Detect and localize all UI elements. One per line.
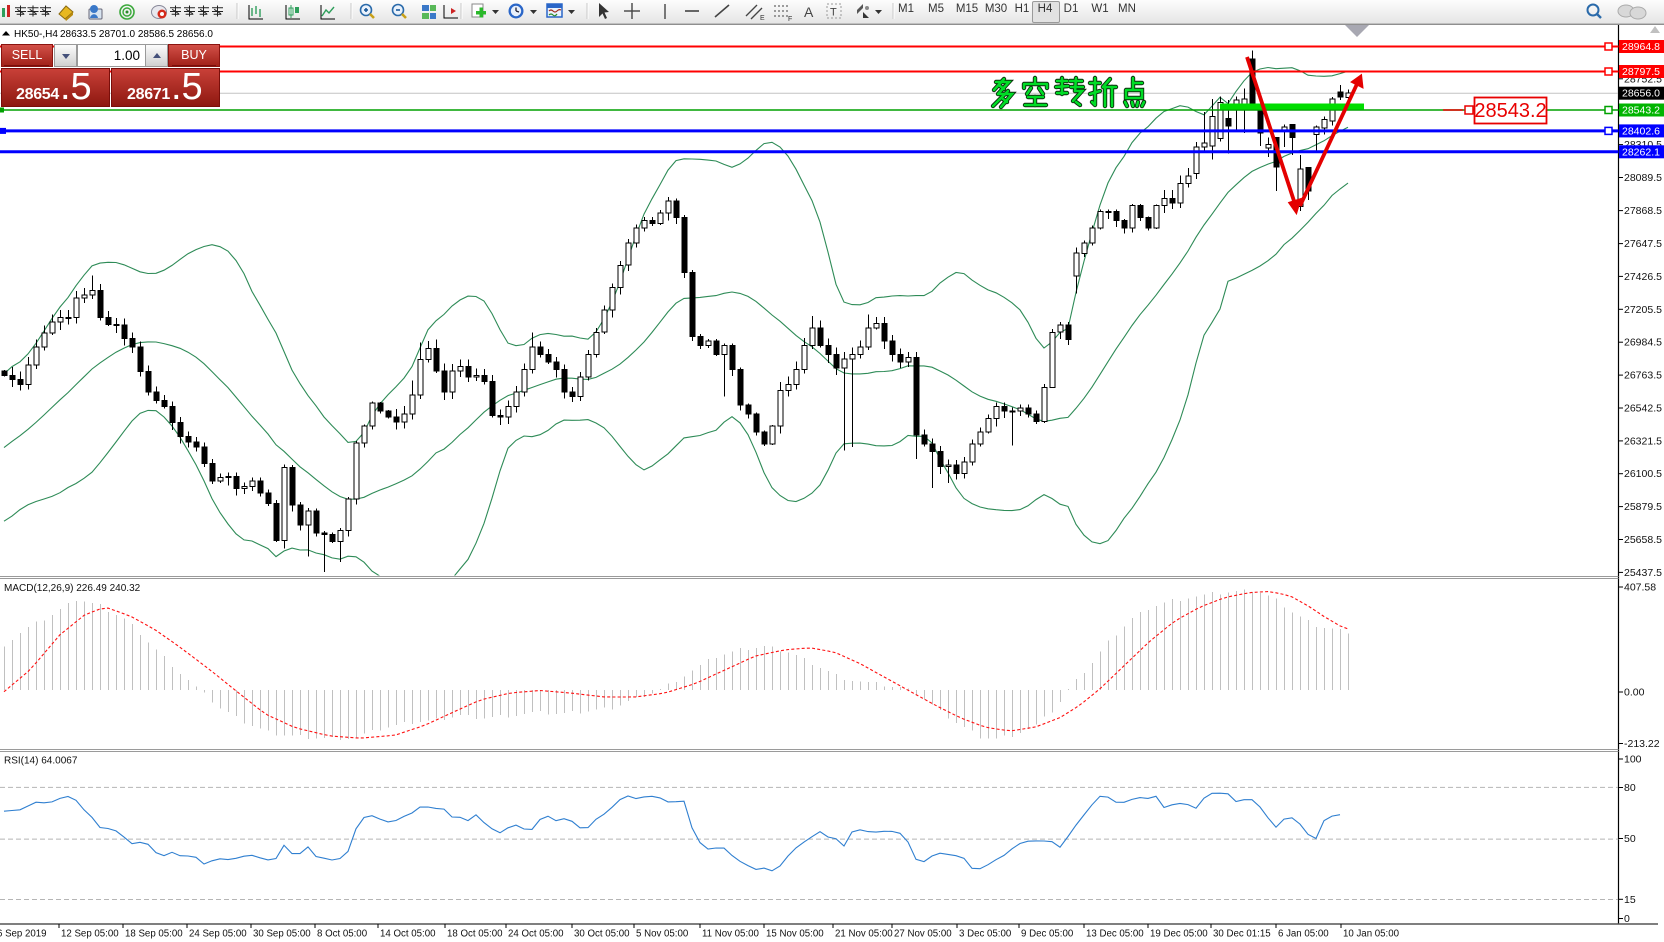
svg-text:RSI(14) 64.0067: RSI(14) 64.0067 bbox=[4, 756, 78, 767]
svg-text:15 Nov 05:00: 15 Nov 05:00 bbox=[766, 929, 824, 940]
svg-text:HK50-,H4: HK50-,H4 bbox=[14, 29, 58, 40]
svg-text:27 Nov 05:00: 27 Nov 05:00 bbox=[894, 929, 952, 940]
svg-text:19 Dec 05:00: 19 Dec 05:00 bbox=[1150, 929, 1208, 940]
svg-text:28543.2: 28543.2 bbox=[1622, 105, 1660, 117]
svg-text:27426.5: 27426.5 bbox=[1624, 271, 1662, 283]
svg-text:F: F bbox=[788, 16, 792, 23]
svg-text:A: A bbox=[804, 4, 814, 20]
svg-text:18 Oct 05:00: 18 Oct 05:00 bbox=[447, 929, 503, 940]
svg-text:13 Dec 05:00: 13 Dec 05:00 bbox=[1086, 929, 1144, 940]
svg-text:21 Nov 05:00: 21 Nov 05:00 bbox=[835, 929, 893, 940]
svg-text:6 Sep 2019: 6 Sep 2019 bbox=[0, 929, 47, 940]
svg-text:24 Oct 05:00: 24 Oct 05:00 bbox=[508, 929, 564, 940]
svg-text:27647.5: 27647.5 bbox=[1624, 238, 1662, 250]
svg-text:3 Dec 05:00: 3 Dec 05:00 bbox=[959, 929, 1012, 940]
svg-text:27868.5: 27868.5 bbox=[1624, 205, 1662, 217]
svg-text:26321.5: 26321.5 bbox=[1624, 435, 1662, 447]
svg-text:27205.5: 27205.5 bbox=[1624, 304, 1662, 316]
svg-text:28543.2: 28543.2 bbox=[1474, 100, 1546, 122]
svg-text:28262.1: 28262.1 bbox=[1622, 146, 1660, 158]
svg-text:26984.5: 26984.5 bbox=[1624, 337, 1662, 349]
svg-text:25879.5: 25879.5 bbox=[1624, 501, 1662, 513]
svg-text:0: 0 bbox=[1624, 913, 1630, 925]
svg-text:10 Jan 05:00: 10 Jan 05:00 bbox=[1343, 929, 1400, 940]
svg-text:28633.5 28701.0 28586.5 28656.: 28633.5 28701.0 28586.5 28656.0 bbox=[60, 29, 213, 40]
svg-text:14 Oct 05:00: 14 Oct 05:00 bbox=[380, 929, 436, 940]
svg-text:30 Sep 05:00: 30 Sep 05:00 bbox=[253, 929, 311, 940]
svg-text:MACD(12,26,9) 226.49 240.32: MACD(12,26,9) 226.49 240.32 bbox=[4, 583, 141, 594]
svg-text:5 Nov 05:00: 5 Nov 05:00 bbox=[636, 929, 689, 940]
svg-text:15: 15 bbox=[1624, 894, 1636, 906]
svg-text:0.00: 0.00 bbox=[1624, 687, 1645, 699]
svg-text:24 Sep 05:00: 24 Sep 05:00 bbox=[189, 929, 247, 940]
svg-text:28402.6: 28402.6 bbox=[1622, 125, 1660, 137]
svg-text:T: T bbox=[830, 7, 837, 19]
svg-text:9 Dec 05:00: 9 Dec 05:00 bbox=[1021, 929, 1074, 940]
svg-text:26100.5: 26100.5 bbox=[1624, 468, 1662, 480]
svg-text:11 Nov 05:00: 11 Nov 05:00 bbox=[702, 929, 760, 940]
svg-text:28656.0: 28656.0 bbox=[1622, 88, 1660, 100]
svg-text:6 Jan 05:00: 6 Jan 05:00 bbox=[1278, 929, 1329, 940]
svg-text:28964.8: 28964.8 bbox=[1622, 41, 1660, 53]
svg-text:8 Oct 05:00: 8 Oct 05:00 bbox=[317, 929, 368, 940]
svg-text:50: 50 bbox=[1624, 833, 1636, 845]
svg-text:30 Oct 05:00: 30 Oct 05:00 bbox=[574, 929, 630, 940]
svg-text:25658.5: 25658.5 bbox=[1624, 534, 1662, 546]
svg-text:26542.5: 26542.5 bbox=[1624, 403, 1662, 415]
svg-text:12 Sep 05:00: 12 Sep 05:00 bbox=[61, 929, 119, 940]
svg-text:E: E bbox=[760, 15, 765, 22]
svg-text:30 Dec 01:15: 30 Dec 01:15 bbox=[1213, 929, 1271, 940]
svg-text:80: 80 bbox=[1624, 782, 1636, 794]
svg-text:100: 100 bbox=[1624, 754, 1642, 766]
svg-text:407.58: 407.58 bbox=[1624, 582, 1656, 594]
svg-text:26763.5: 26763.5 bbox=[1624, 370, 1662, 382]
svg-text:-213.22: -213.22 bbox=[1624, 738, 1660, 750]
svg-text:28797.5: 28797.5 bbox=[1622, 66, 1660, 78]
svg-text:28089.5: 28089.5 bbox=[1624, 172, 1662, 184]
svg-text:18 Sep 05:00: 18 Sep 05:00 bbox=[125, 929, 183, 940]
svg-text:25437.5: 25437.5 bbox=[1624, 567, 1662, 579]
